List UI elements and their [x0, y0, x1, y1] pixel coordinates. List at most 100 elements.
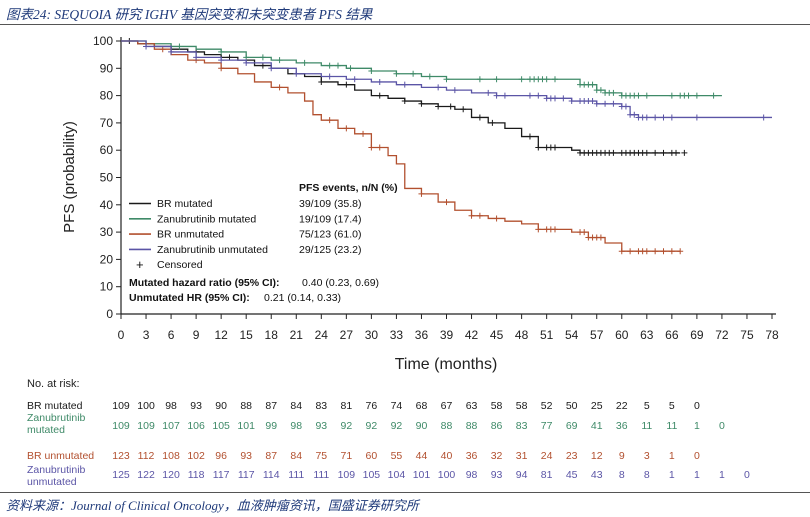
censor-mark	[476, 76, 483, 83]
censor-mark	[368, 68, 375, 75]
censor-mark	[618, 248, 625, 255]
censor-mark	[443, 199, 450, 206]
censor-mark	[368, 144, 375, 151]
censor-mark	[602, 100, 609, 107]
at-risk-value: 106	[187, 420, 205, 432]
at-risk-value: 90	[415, 420, 428, 432]
censor-mark	[643, 92, 650, 99]
censor-mark	[401, 81, 408, 88]
censor-mark	[193, 54, 200, 61]
censor-mark	[518, 76, 525, 83]
censor-mark	[376, 92, 383, 99]
x-tick-label: 57	[590, 328, 604, 342]
hr-mutated-label: Mutated hazard ratio (95% CI):	[129, 277, 280, 289]
at-risk-value: 109	[112, 400, 130, 412]
at-risk-value: 93	[490, 469, 503, 481]
series-zanubrutinib-unmutated	[121, 40, 772, 121]
censor-mark	[526, 133, 533, 140]
x-tick-label: 78	[765, 328, 779, 342]
at-risk-value: 98	[165, 400, 177, 412]
x-tick-label: 51	[540, 328, 554, 342]
censor-mark	[593, 100, 600, 107]
censor-mark	[610, 89, 617, 96]
at-risk-value: 105	[212, 420, 230, 432]
at-risk-value: 8	[618, 469, 625, 481]
censor-mark	[335, 62, 341, 69]
x-tick-label: 63	[640, 328, 654, 342]
censor-mark	[681, 149, 688, 156]
y-tick-label: 70	[100, 116, 114, 130]
at-risk-value: 5	[668, 400, 675, 412]
x-tick-label: 39	[440, 328, 454, 342]
censor-mark	[259, 62, 266, 69]
censor-mark	[343, 125, 350, 132]
x-tick-label: 48	[515, 328, 529, 342]
at-risk-value: 122	[137, 469, 155, 481]
hr-mutated-value: 0.40 (0.23, 0.69)	[302, 277, 379, 289]
censor-mark	[435, 103, 442, 110]
censor-mark	[535, 144, 542, 151]
x-tick-label: 27	[340, 328, 354, 342]
censor-mark	[668, 92, 675, 99]
at-risk-value: 98	[290, 420, 303, 432]
x-tick-label: 9	[193, 328, 200, 342]
at-risk-value: 94	[515, 469, 528, 481]
at-risk-row-label: BR unmutated	[27, 450, 95, 462]
censor-mark	[560, 95, 567, 102]
at-risk-value: 31	[515, 450, 528, 462]
at-risk-value: 1	[719, 469, 725, 481]
x-axis-label: Time (months)	[395, 356, 498, 373]
legend-events: 75/123 (61.0)	[299, 229, 361, 241]
bottom-divider	[0, 492, 810, 493]
censor-mark	[218, 65, 225, 72]
at-risk-value: 88	[465, 420, 478, 432]
censor-mark	[493, 76, 500, 83]
censor-mark	[318, 78, 325, 85]
censor-mark	[543, 76, 550, 83]
at-risk-value: 84	[290, 450, 303, 462]
at-risk-value: 1	[693, 469, 700, 481]
at-risk-value: 23	[565, 450, 578, 462]
censor-mark	[627, 248, 634, 255]
legend-label: BR unmutated	[157, 229, 224, 241]
at-risk-value: 60	[365, 450, 378, 462]
censor-mark	[393, 70, 400, 77]
censor-mark	[451, 87, 458, 94]
censor-mark	[410, 70, 417, 77]
at-risk-value: 93	[240, 450, 253, 462]
y-tick-label: 50	[100, 171, 114, 185]
at-risk-value: 0	[719, 420, 725, 432]
censor-mark	[673, 149, 680, 156]
y-tick-label: 10	[100, 280, 114, 294]
censor-mark	[159, 46, 166, 53]
censor-mark	[268, 65, 275, 72]
censor-mark	[589, 81, 596, 88]
at-risk-value: 112	[137, 450, 155, 462]
at-risk-value: 84	[290, 400, 303, 412]
y-tick-label: 100	[93, 34, 113, 48]
at-risk-value: 88	[240, 400, 253, 412]
at-risk-value: 118	[187, 469, 205, 481]
x-tick-label: 60	[615, 328, 629, 342]
at-risk-value: 81	[540, 469, 553, 481]
legend-events: 39/109 (35.8)	[299, 198, 361, 210]
at-risk-value: 50	[565, 400, 578, 412]
censor-mark	[176, 43, 183, 50]
x-tick-label: 24	[315, 328, 329, 342]
censor-mark	[443, 76, 450, 83]
censor-mark	[643, 114, 650, 121]
censor-mark	[347, 65, 354, 72]
figure-title: 图表24: SEQUOIA 研究 IGHV 基因突变和未突变患者 PFS 结果	[6, 7, 373, 22]
at-risk-value: 40	[440, 450, 453, 462]
censor-mark	[435, 84, 442, 91]
at-risk-value: 3	[643, 450, 650, 462]
x-tick-label: 69	[690, 328, 704, 342]
at-risk-row-label: Zanubrutinib unmutated	[27, 464, 86, 488]
at-risk-value: 117	[212, 469, 230, 481]
at-risk-value: 8	[643, 469, 650, 481]
series-br-mutated	[121, 38, 688, 156]
y-tick-label: 90	[100, 61, 114, 75]
x-tick-label: 72	[715, 328, 729, 342]
at-risk-value: 102	[187, 450, 205, 462]
at-risk-value: 45	[565, 469, 578, 481]
